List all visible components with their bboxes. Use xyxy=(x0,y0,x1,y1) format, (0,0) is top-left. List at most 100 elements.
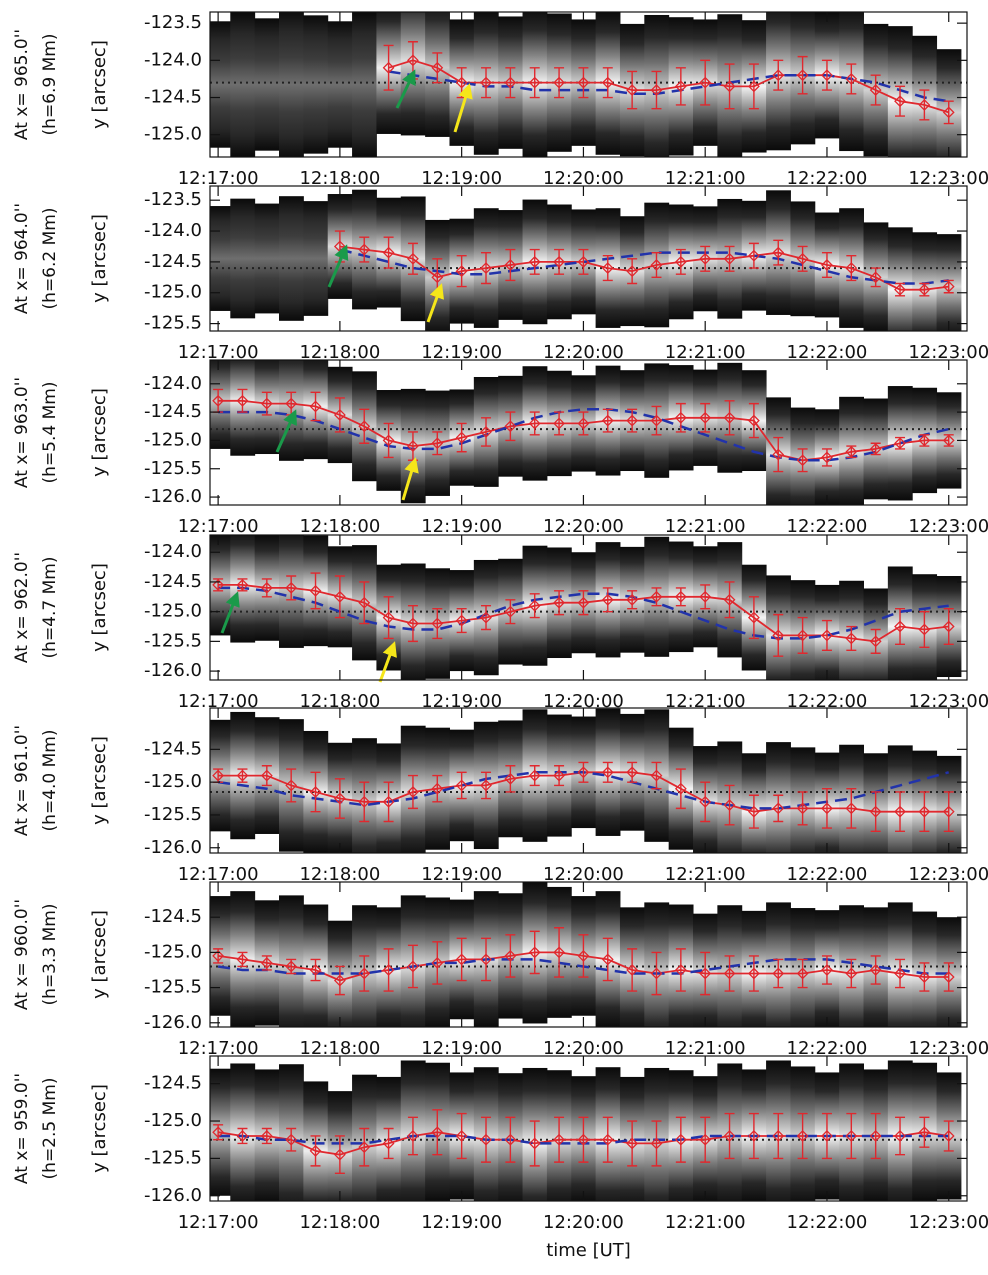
error-bar xyxy=(821,1112,832,1160)
marker xyxy=(650,84,663,96)
arrow xyxy=(395,69,416,109)
x-tick-label: 12:23:00 xyxy=(908,168,988,189)
x-tick-label: 12:21:00 xyxy=(665,691,746,712)
error-bar xyxy=(554,1116,565,1163)
error-bar xyxy=(505,765,516,793)
error-bar xyxy=(310,572,321,610)
x-tick-label: 12:18:00 xyxy=(299,342,380,363)
error-bar xyxy=(481,1116,492,1163)
x-tick-label: 12:23:00 xyxy=(908,1212,988,1233)
marker xyxy=(918,623,931,636)
image-column xyxy=(303,201,329,316)
error-bar xyxy=(675,768,686,810)
marker xyxy=(260,769,273,782)
marker xyxy=(747,249,760,262)
error-bar xyxy=(748,402,759,439)
marker xyxy=(894,620,906,633)
marker xyxy=(821,69,833,82)
x-tick-label: 12:20:00 xyxy=(543,342,624,363)
marker xyxy=(869,964,882,976)
marker xyxy=(358,795,371,808)
marker xyxy=(553,255,565,268)
marker xyxy=(212,578,225,591)
panel: -123.5 -124.0 -124.5 -125.0 12:17:00 12:18:00… xyxy=(12,11,988,189)
marker xyxy=(626,414,639,427)
error-bar xyxy=(334,575,345,619)
height-label: (h=2.5 Mm) xyxy=(40,1078,60,1180)
error-bar xyxy=(895,1116,906,1156)
marker xyxy=(869,84,882,96)
marker xyxy=(650,1137,663,1150)
marker xyxy=(796,967,809,980)
error-bar xyxy=(700,245,711,272)
x-tick-label: 12:18:00 xyxy=(299,516,380,537)
position-label: At x= 963.0'' xyxy=(12,377,32,488)
error-bar xyxy=(651,70,662,110)
x-tick-label: 12:23:00 xyxy=(908,516,988,537)
height-label: (h=4.7 Mm) xyxy=(40,557,60,659)
x-tick-label: 12:21:00 xyxy=(665,342,746,363)
marker xyxy=(723,1130,736,1142)
x-tick-label: 12:21:00 xyxy=(665,864,746,885)
y-tick-label: -125.0 xyxy=(144,282,202,303)
marker xyxy=(407,786,419,798)
error-bar xyxy=(627,258,638,285)
error-bar xyxy=(919,962,930,992)
error-bar xyxy=(529,930,540,975)
marker xyxy=(845,632,858,645)
y-axis-label: y [arcsec] xyxy=(89,388,110,477)
marker xyxy=(772,629,785,642)
error-bar xyxy=(359,408,370,444)
marker xyxy=(382,795,395,808)
error-bar xyxy=(456,1112,467,1160)
error-bar xyxy=(578,590,589,616)
x-tick-label: 12:18:00 xyxy=(299,864,380,885)
marker xyxy=(747,805,760,818)
error-bar xyxy=(675,67,686,106)
y-tick-label: -126.0 xyxy=(144,660,202,681)
height-label: (h=3.3 Mm) xyxy=(40,904,60,1006)
marker xyxy=(333,409,346,421)
marker xyxy=(747,1130,760,1142)
error-bar xyxy=(675,248,686,275)
y-tick-label: -125.5 xyxy=(144,977,202,998)
image-column xyxy=(352,12,377,157)
x-tick-label: 12:20:00 xyxy=(543,516,624,537)
marker xyxy=(723,967,736,980)
error-bar xyxy=(651,405,662,436)
image-column xyxy=(210,206,231,311)
error-bar xyxy=(481,937,492,982)
marker xyxy=(747,80,760,93)
frame xyxy=(209,11,968,158)
error-bar xyxy=(602,408,613,433)
position-label: At x= 965.0'' xyxy=(12,29,32,140)
error-bar xyxy=(578,761,589,783)
marker xyxy=(236,953,249,966)
error-bar xyxy=(627,590,638,610)
marker xyxy=(285,960,298,973)
x-tick-label: 12:18:00 xyxy=(299,168,380,189)
y-tick-label: -125.0 xyxy=(144,771,202,792)
error-bar xyxy=(456,937,467,982)
error-bar xyxy=(627,948,638,992)
x-tick-label: 12:19:00 xyxy=(421,168,502,189)
error-bar xyxy=(870,791,881,833)
marker xyxy=(309,1145,322,1157)
error-bar xyxy=(529,1120,540,1167)
marker xyxy=(796,802,809,815)
error-bar xyxy=(895,958,906,989)
marker xyxy=(480,426,492,438)
error-bar xyxy=(675,402,686,433)
marker xyxy=(918,99,931,111)
marker xyxy=(553,76,565,89)
error-bar xyxy=(578,67,589,99)
marker xyxy=(674,964,687,976)
y-tick-label: -124.5 xyxy=(144,1073,202,1094)
marker xyxy=(358,1141,371,1154)
y-tick-label: -124.5 xyxy=(144,571,202,592)
error-bar xyxy=(481,417,492,447)
error-bar xyxy=(700,584,711,610)
marker xyxy=(285,1133,298,1146)
error-bar xyxy=(481,771,492,800)
x-tick-label: 12:22:00 xyxy=(787,168,868,189)
